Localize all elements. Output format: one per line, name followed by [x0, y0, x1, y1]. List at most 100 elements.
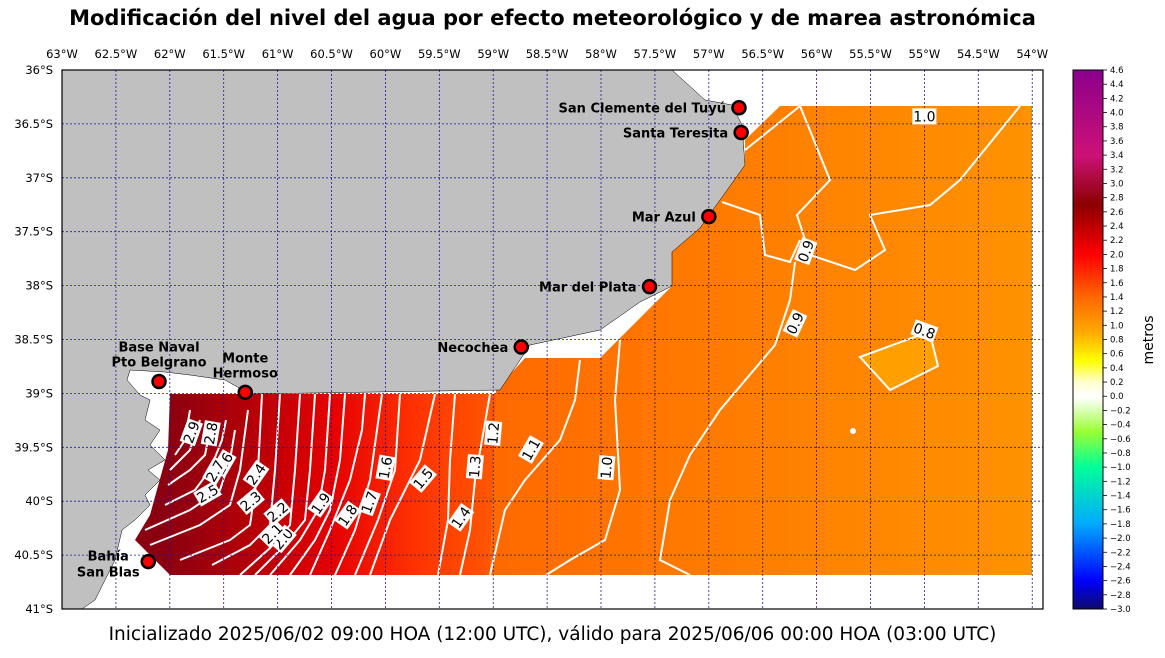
colorbar-tick-label: 4.2: [1110, 94, 1124, 104]
colorbar-tick-label: −1.6: [1110, 506, 1131, 516]
colorbar-tick-label: 4.4: [1110, 80, 1124, 90]
map-subtitle: Inicializado 2025/06/02 09:00 HOA (12:00…: [108, 624, 997, 645]
lon-tick-label: 60°W: [370, 47, 402, 61]
contour-label-bg: [375, 454, 396, 481]
station-marker[interactable]: [731, 99, 747, 116]
lat-tick-label: 36°S: [25, 63, 53, 77]
sea-level-field-red: [135, 394, 496, 575]
contour-label-bg: [910, 319, 939, 343]
colorbar-tick-label: 4.6: [1110, 66, 1124, 76]
lat-tick-label: 39.5°S: [14, 440, 53, 454]
station-label: Santa Teresita: [623, 127, 728, 142]
contour-label-text: 2.9: [181, 419, 204, 445]
contour-label: 2.8: [200, 420, 222, 447]
colorbar-tick-label: 2.2: [1110, 236, 1124, 246]
contour-label-bg: [236, 487, 265, 516]
colorbar-tick-label: −2.2: [1110, 548, 1131, 558]
contour-label-text: 1.3: [467, 455, 485, 479]
longitude-axis: 63°W 62.5°W 62°W 61.5°W 61°W 60.5°W 60°W 59.5°W…: [46, 47, 1048, 61]
colorbar-tick-label: 3.6: [1110, 137, 1124, 147]
colorbar-tick-label: 0.4: [1110, 364, 1124, 374]
colorbar-tick-label: −1.4: [1110, 492, 1131, 502]
contour-label-text: 1.0: [598, 456, 616, 480]
colorbar-tick-label: −0.4: [1110, 421, 1131, 431]
contour-label-text: 1.0: [913, 109, 935, 125]
sea-level-field-low-patch: [858, 333, 940, 392]
station-marker[interactable]: [513, 339, 529, 355]
contour-label-bg: [465, 454, 484, 480]
sea-level-field-spot: [850, 428, 856, 434]
lon-tick-label: 55°W: [909, 47, 941, 61]
colorbar-tick-label: 3.8: [1110, 123, 1124, 133]
contour-label-bg: [200, 420, 221, 447]
lon-tick-label: 57°W: [693, 47, 725, 61]
colorbar-scale: [1072, 69, 1104, 610]
colorbar-tick-label: 0.6: [1110, 350, 1124, 360]
contour-label-bg: [193, 480, 222, 507]
colorbar-tick-label: 3.0: [1110, 179, 1124, 189]
contour-label: 2.9: [179, 418, 204, 447]
sea-level-field-orange: [490, 106, 1032, 575]
contour-label-bg: [597, 455, 616, 481]
graticule: [61, 69, 1043, 610]
colorbar-tick-label: 0.8: [1110, 336, 1124, 346]
contour-label-bg: [794, 237, 818, 266]
contour-label-text: 1.7: [359, 489, 382, 515]
station-marker[interactable]: [237, 384, 254, 401]
station-label: Mar Azul: [632, 211, 696, 226]
contour-label-bg: [269, 524, 297, 554]
station-label: Monte: [222, 351, 268, 366]
lon-tick-label: 58.5°W: [526, 47, 569, 61]
colorbar-tick-label: −3.0: [1110, 605, 1131, 615]
contour-label: 1.0: [597, 455, 616, 481]
contour-label: 1.7: [357, 488, 382, 517]
colorbar-tick-label: −0.2: [1110, 406, 1131, 416]
station-marker[interactable]: [140, 553, 156, 570]
lat-tick-label: 37.5°S: [14, 225, 53, 239]
colorbar-tick-label: −2.8: [1110, 591, 1131, 601]
station-label: Hermoso: [213, 366, 278, 381]
colorbar-tick-label: −2.0: [1110, 534, 1131, 544]
stations: San Clemente del Tuyú Santa Teresita Mar A…: [77, 99, 749, 581]
map-frame: [61, 69, 1044, 610]
lon-tick-label: 58°W: [585, 47, 617, 61]
lat-tick-label: 39°S: [25, 386, 53, 400]
lat-tick-label: 38.5°S: [14, 333, 53, 347]
contour-label: 1.3: [465, 454, 485, 480]
colorbar-tick-label: −1.8: [1110, 520, 1131, 530]
lon-tick-label: 62°W: [154, 47, 186, 61]
lon-tick-label: 60.5°W: [310, 47, 353, 61]
contour-label-bg: [518, 435, 544, 464]
station-marker[interactable]: [733, 124, 749, 141]
contour-label-text: 2.8: [202, 421, 222, 446]
contour-label: 0.8: [910, 319, 939, 343]
lon-tick-label: 63°W: [46, 47, 78, 61]
colorbar-tick-label: 1.6: [1110, 279, 1124, 289]
station-marker[interactable]: [701, 208, 717, 225]
station-label: San Clemente del Tuyú: [559, 102, 726, 117]
lat-tick-label: 36.5°S: [14, 117, 53, 131]
colorbar-tick-label: −0.8: [1110, 449, 1131, 459]
lon-tick-label: 54.5°W: [957, 47, 1000, 61]
colorbar-tick-label: 2.0: [1110, 250, 1124, 260]
lat-tick-label: 40.5°S: [14, 548, 53, 562]
contour-label-bg: [484, 420, 503, 446]
colorbar-tick-label: 2.8: [1110, 194, 1124, 204]
lon-tick-label: 59.5°W: [418, 47, 461, 61]
colorbar-tick-label: 1.0: [1110, 321, 1124, 331]
contour-label-bg: [357, 488, 381, 517]
station-label: San Blas: [77, 566, 140, 581]
station-marker[interactable]: [151, 373, 167, 390]
contour-label: 1.6: [375, 454, 396, 481]
contour-label-text: 0.8: [911, 320, 937, 343]
colorbar-ticks: 4.6 4.4 4.2 4.0 3.8 3.6 3.4 3.2 3.0 2.8 2.6 2.4 2.2 2…: [1103, 66, 1131, 615]
colorbar-tick-label: 2.4: [1110, 222, 1124, 232]
colorbar-label: metros: [1141, 315, 1157, 364]
contour-label-bg: [912, 108, 937, 125]
contour-label-text: 1.2: [485, 422, 503, 446]
colorbar-tick-label: −1.0: [1110, 463, 1131, 473]
station-marker[interactable]: [641, 278, 658, 295]
lon-tick-label: 56°W: [801, 47, 833, 61]
colorbar-tick-label: −2.4: [1110, 562, 1131, 572]
colorbar-tick-label: 1.4: [1110, 293, 1124, 303]
